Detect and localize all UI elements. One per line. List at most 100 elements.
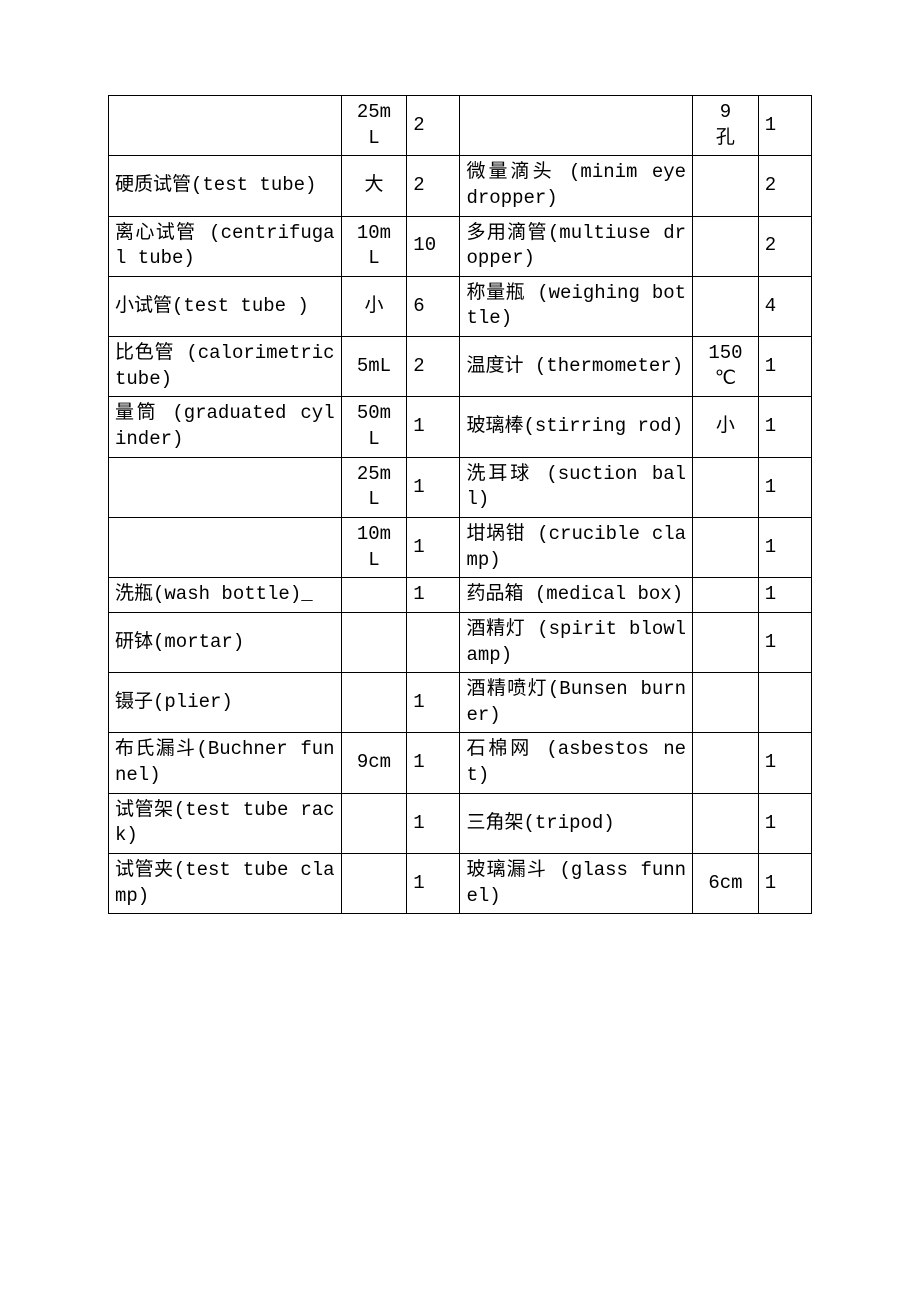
cell-qty-left: 1 xyxy=(407,457,460,517)
cell-qty-right: 1 xyxy=(758,793,811,853)
cell-qty-left xyxy=(407,612,460,672)
cell-name-left xyxy=(109,517,342,577)
table-row: 洗瓶(wash bottle)_1药品箱 (medical box)1 xyxy=(109,578,812,613)
cell-spec-right: 6cm xyxy=(693,854,759,914)
cell-spec-right: 150℃ xyxy=(693,337,759,397)
cell-name-right: 酒精灯 (spirit blowlamp) xyxy=(460,612,693,672)
table-row: 比色管 (calorimetric tube)5mL2温度计 (thermome… xyxy=(109,337,812,397)
table-row: 小试管(test tube )小6称量瓶 (weighing bottle) 4 xyxy=(109,276,812,336)
cell-name-left: 小试管(test tube ) xyxy=(109,276,342,336)
cell-name-left: 量筒 (graduated cylinder) xyxy=(109,397,342,457)
cell-spec-right xyxy=(693,156,759,216)
cell-name-left: 比色管 (calorimetric tube) xyxy=(109,337,342,397)
table-row: 布氏漏斗(Buchner funnel)9cm1石棉网 (asbestos ne… xyxy=(109,733,812,793)
cell-spec-right xyxy=(693,578,759,613)
cell-name-left xyxy=(109,96,342,156)
cell-qty-left: 1 xyxy=(407,673,460,733)
cell-spec-left xyxy=(341,793,407,853)
cell-name-left xyxy=(109,457,342,517)
cell-name-left: 试管夹(test tube clamp) xyxy=(109,854,342,914)
cell-name-right: 药品箱 (medical box) xyxy=(460,578,693,613)
equipment-table: 25mL29孔1硬质试管(test tube)大2微量滴头 (minim eye… xyxy=(108,95,812,914)
table-row: 量筒 (graduated cylinder)50mL1玻璃棒(stirring… xyxy=(109,397,812,457)
cell-qty-right: 1 xyxy=(758,337,811,397)
cell-spec-left: 大 xyxy=(341,156,407,216)
cell-qty-left: 1 xyxy=(407,733,460,793)
cell-name-right: 石棉网 (asbestos net) xyxy=(460,733,693,793)
cell-name-right: 三角架(tripod) xyxy=(460,793,693,853)
cell-qty-left: 6 xyxy=(407,276,460,336)
cell-qty-left: 10 xyxy=(407,216,460,276)
cell-spec-right xyxy=(693,612,759,672)
cell-name-left: 研钵(mortar) xyxy=(109,612,342,672)
cell-spec-right xyxy=(693,216,759,276)
table-row: 镊子(plier) 1酒精喷灯(Bunsen burner) xyxy=(109,673,812,733)
cell-qty-left: 1 xyxy=(407,578,460,613)
cell-qty-left: 1 xyxy=(407,517,460,577)
cell-spec-right: 小 xyxy=(693,397,759,457)
cell-qty-right: 1 xyxy=(758,517,811,577)
cell-qty-left: 2 xyxy=(407,337,460,397)
cell-qty-right: 1 xyxy=(758,578,811,613)
cell-name-right xyxy=(460,96,693,156)
cell-qty-right: 1 xyxy=(758,612,811,672)
table-row: 研钵(mortar) 酒精灯 (spirit blowlamp) 1 xyxy=(109,612,812,672)
cell-spec-left: 50mL xyxy=(341,397,407,457)
cell-name-right: 洗耳球 (suction ball) xyxy=(460,457,693,517)
cell-qty-right: 1 xyxy=(758,96,811,156)
cell-spec-left: 25mL xyxy=(341,457,407,517)
cell-name-right: 玻璃漏斗 (glass funnel) xyxy=(460,854,693,914)
equipment-table-body: 25mL29孔1硬质试管(test tube)大2微量滴头 (minim eye… xyxy=(109,96,812,914)
cell-qty-right xyxy=(758,673,811,733)
cell-qty-right: 2 xyxy=(758,216,811,276)
cell-spec-right: 9孔 xyxy=(693,96,759,156)
cell-spec-left: 9cm xyxy=(341,733,407,793)
cell-spec-left: 10mL xyxy=(341,216,407,276)
table-row: 10mL1坩埚钳 (crucible clamp)1 xyxy=(109,517,812,577)
cell-spec-right xyxy=(693,733,759,793)
cell-spec-left xyxy=(341,673,407,733)
cell-qty-right: 1 xyxy=(758,397,811,457)
cell-name-right: 坩埚钳 (crucible clamp) xyxy=(460,517,693,577)
cell-spec-left: 5mL xyxy=(341,337,407,397)
cell-spec-right xyxy=(693,673,759,733)
cell-name-left: 试管架(test tube rack) xyxy=(109,793,342,853)
cell-name-left: 硬质试管(test tube) xyxy=(109,156,342,216)
cell-spec-right xyxy=(693,517,759,577)
cell-name-right: 温度计 (thermometer) xyxy=(460,337,693,397)
cell-name-left: 镊子(plier) xyxy=(109,673,342,733)
cell-spec-left xyxy=(341,578,407,613)
cell-spec-right xyxy=(693,276,759,336)
cell-qty-right: 1 xyxy=(758,854,811,914)
table-row: 离心试管 (centrifugal tube)10mL10多用滴管(multiu… xyxy=(109,216,812,276)
cell-qty-right: 4 xyxy=(758,276,811,336)
table-row: 25mL1洗耳球 (suction ball)1 xyxy=(109,457,812,517)
cell-spec-right xyxy=(693,457,759,517)
cell-name-left: 洗瓶(wash bottle)_ xyxy=(109,578,342,613)
cell-spec-left xyxy=(341,854,407,914)
cell-name-left: 布氏漏斗(Buchner funnel) xyxy=(109,733,342,793)
cell-name-left: 离心试管 (centrifugal tube) xyxy=(109,216,342,276)
cell-qty-right: 1 xyxy=(758,457,811,517)
cell-name-right: 称量瓶 (weighing bottle) xyxy=(460,276,693,336)
cell-qty-left: 1 xyxy=(407,397,460,457)
cell-name-right: 微量滴头 (minim eye dropper) xyxy=(460,156,693,216)
cell-spec-left: 10mL xyxy=(341,517,407,577)
cell-qty-left: 1 xyxy=(407,793,460,853)
cell-spec-left: 小 xyxy=(341,276,407,336)
cell-spec-left: 25mL xyxy=(341,96,407,156)
cell-spec-right xyxy=(693,793,759,853)
cell-qty-right: 1 xyxy=(758,733,811,793)
cell-name-right: 酒精喷灯(Bunsen burner) xyxy=(460,673,693,733)
cell-qty-left: 2 xyxy=(407,96,460,156)
table-row: 试管夹(test tube clamp)1玻璃漏斗 (glass funnel)… xyxy=(109,854,812,914)
cell-qty-left: 1 xyxy=(407,854,460,914)
equipment-table-container: 25mL29孔1硬质试管(test tube)大2微量滴头 (minim eye… xyxy=(108,95,812,914)
cell-name-right: 玻璃棒(stirring rod) xyxy=(460,397,693,457)
cell-qty-right: 2 xyxy=(758,156,811,216)
table-row: 25mL2 9孔1 xyxy=(109,96,812,156)
table-row: 试管架(test tube rack)1三角架(tripod)1 xyxy=(109,793,812,853)
table-row: 硬质试管(test tube)大 2 微量滴头 (minim eye dropper… xyxy=(109,156,812,216)
cell-spec-left xyxy=(341,612,407,672)
cell-name-right: 多用滴管(multiuse dropper) xyxy=(460,216,693,276)
